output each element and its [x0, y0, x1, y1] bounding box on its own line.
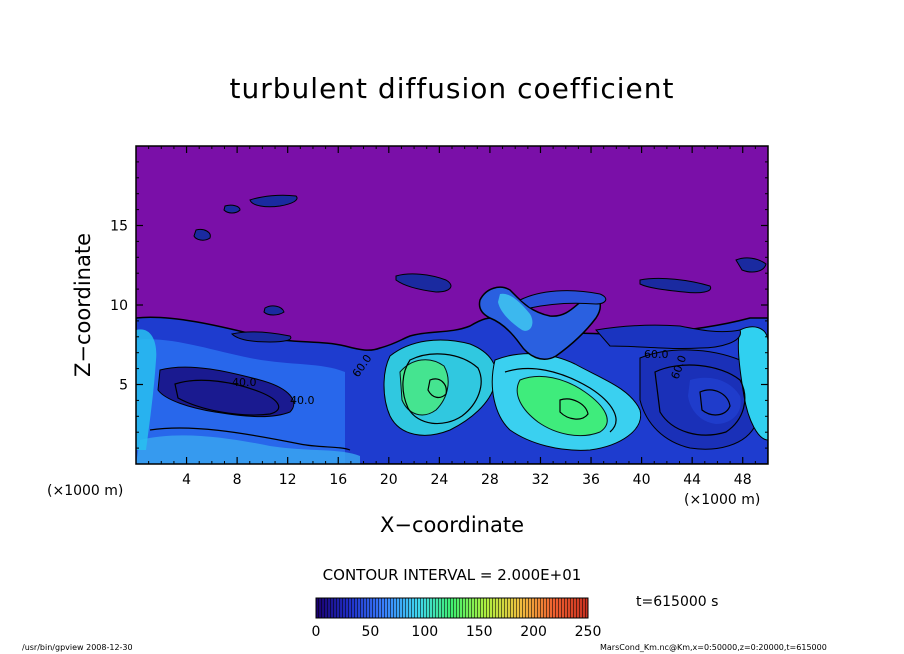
colorbar-tick-label: 50	[361, 624, 379, 640]
y-tick-label: 5	[119, 378, 128, 394]
footer-source: MarsCond_Km.nc@Km,x=0:50000,z=0:20000,t=…	[600, 643, 827, 652]
x-tick-label: 36	[582, 472, 600, 488]
field-cell	[263, 305, 285, 316]
x-axis: 4 8 12 16 20 24 28 32 36 40 44 48	[148, 146, 756, 488]
contour-line	[504, 367, 617, 433]
x-tick-label: 48	[734, 472, 752, 488]
colorbar-tick-label: 150	[466, 624, 493, 640]
contour-line	[699, 389, 731, 416]
contour-line	[559, 398, 589, 420]
field-cell	[519, 290, 607, 309]
field-cell	[498, 293, 533, 331]
contour-label: 60.0	[644, 348, 669, 361]
field-cell	[737, 326, 768, 441]
contour-label: 40.0	[232, 376, 257, 389]
x-tick-label: 8	[233, 472, 242, 488]
x-tick-label: 24	[430, 472, 448, 488]
colorbar: 0 50 100 150 200 250	[312, 597, 602, 640]
field-cell	[639, 277, 712, 294]
y-tick-label: 10	[110, 298, 128, 314]
contour-line	[427, 378, 447, 399]
colorbar-tick-label: 200	[520, 624, 547, 640]
x-tick-label: 44	[683, 472, 701, 488]
field-cell	[231, 331, 292, 343]
footer-program: /usr/bin/gpview 2008-12-30	[22, 643, 133, 652]
field-cell	[193, 229, 211, 241]
chart-title: turbulent diffusion coefficient	[229, 72, 675, 105]
field-layer	[136, 194, 768, 464]
contour-line	[149, 427, 351, 451]
x-tick-label: 12	[279, 472, 297, 488]
x-axis-label: X−coordinate	[380, 513, 524, 537]
x-tick-label: 16	[329, 472, 347, 488]
colorbar-tick-label: 100	[411, 624, 438, 640]
field-cell	[516, 375, 608, 437]
colorbar-stripes	[316, 598, 588, 618]
x-tick-label: 20	[380, 472, 398, 488]
colorbar-tick-label: 250	[575, 624, 602, 640]
field-cell	[735, 257, 767, 273]
time-label: t=615000 s	[636, 594, 719, 610]
contour-line	[402, 353, 482, 425]
colorbar-frame	[315, 597, 589, 619]
y-axis: 5 10 15	[110, 161, 768, 449]
x-tick-label: 32	[532, 472, 550, 488]
x-unit-left: (×1000 m)	[47, 483, 124, 499]
contour-interval: CONTOUR INTERVAL = 2.000E+01	[322, 566, 582, 584]
x-tick-label: 28	[481, 472, 499, 488]
field-cell	[688, 377, 741, 424]
x-unit-right: (×1000 m)	[684, 492, 761, 508]
field-cell	[595, 324, 741, 350]
field-cell	[136, 329, 157, 450]
x-tick-label: 40	[633, 472, 651, 488]
y-axis-label: Z−coordinate	[71, 233, 95, 377]
colorbar-ticks: 0 50 100 150 200 250	[312, 624, 602, 640]
field-cell	[395, 273, 452, 293]
colorbar-tick-label: 0	[312, 624, 321, 640]
contour-label: 40.0	[290, 394, 315, 407]
x-tick-label: 4	[182, 472, 191, 488]
contour-line	[174, 379, 280, 416]
field-cell	[249, 194, 298, 208]
field-cell	[136, 435, 360, 464]
y-tick-label: 15	[110, 219, 128, 235]
contour-lines	[149, 353, 746, 451]
contour-line	[654, 364, 746, 436]
field-cell	[223, 204, 241, 214]
